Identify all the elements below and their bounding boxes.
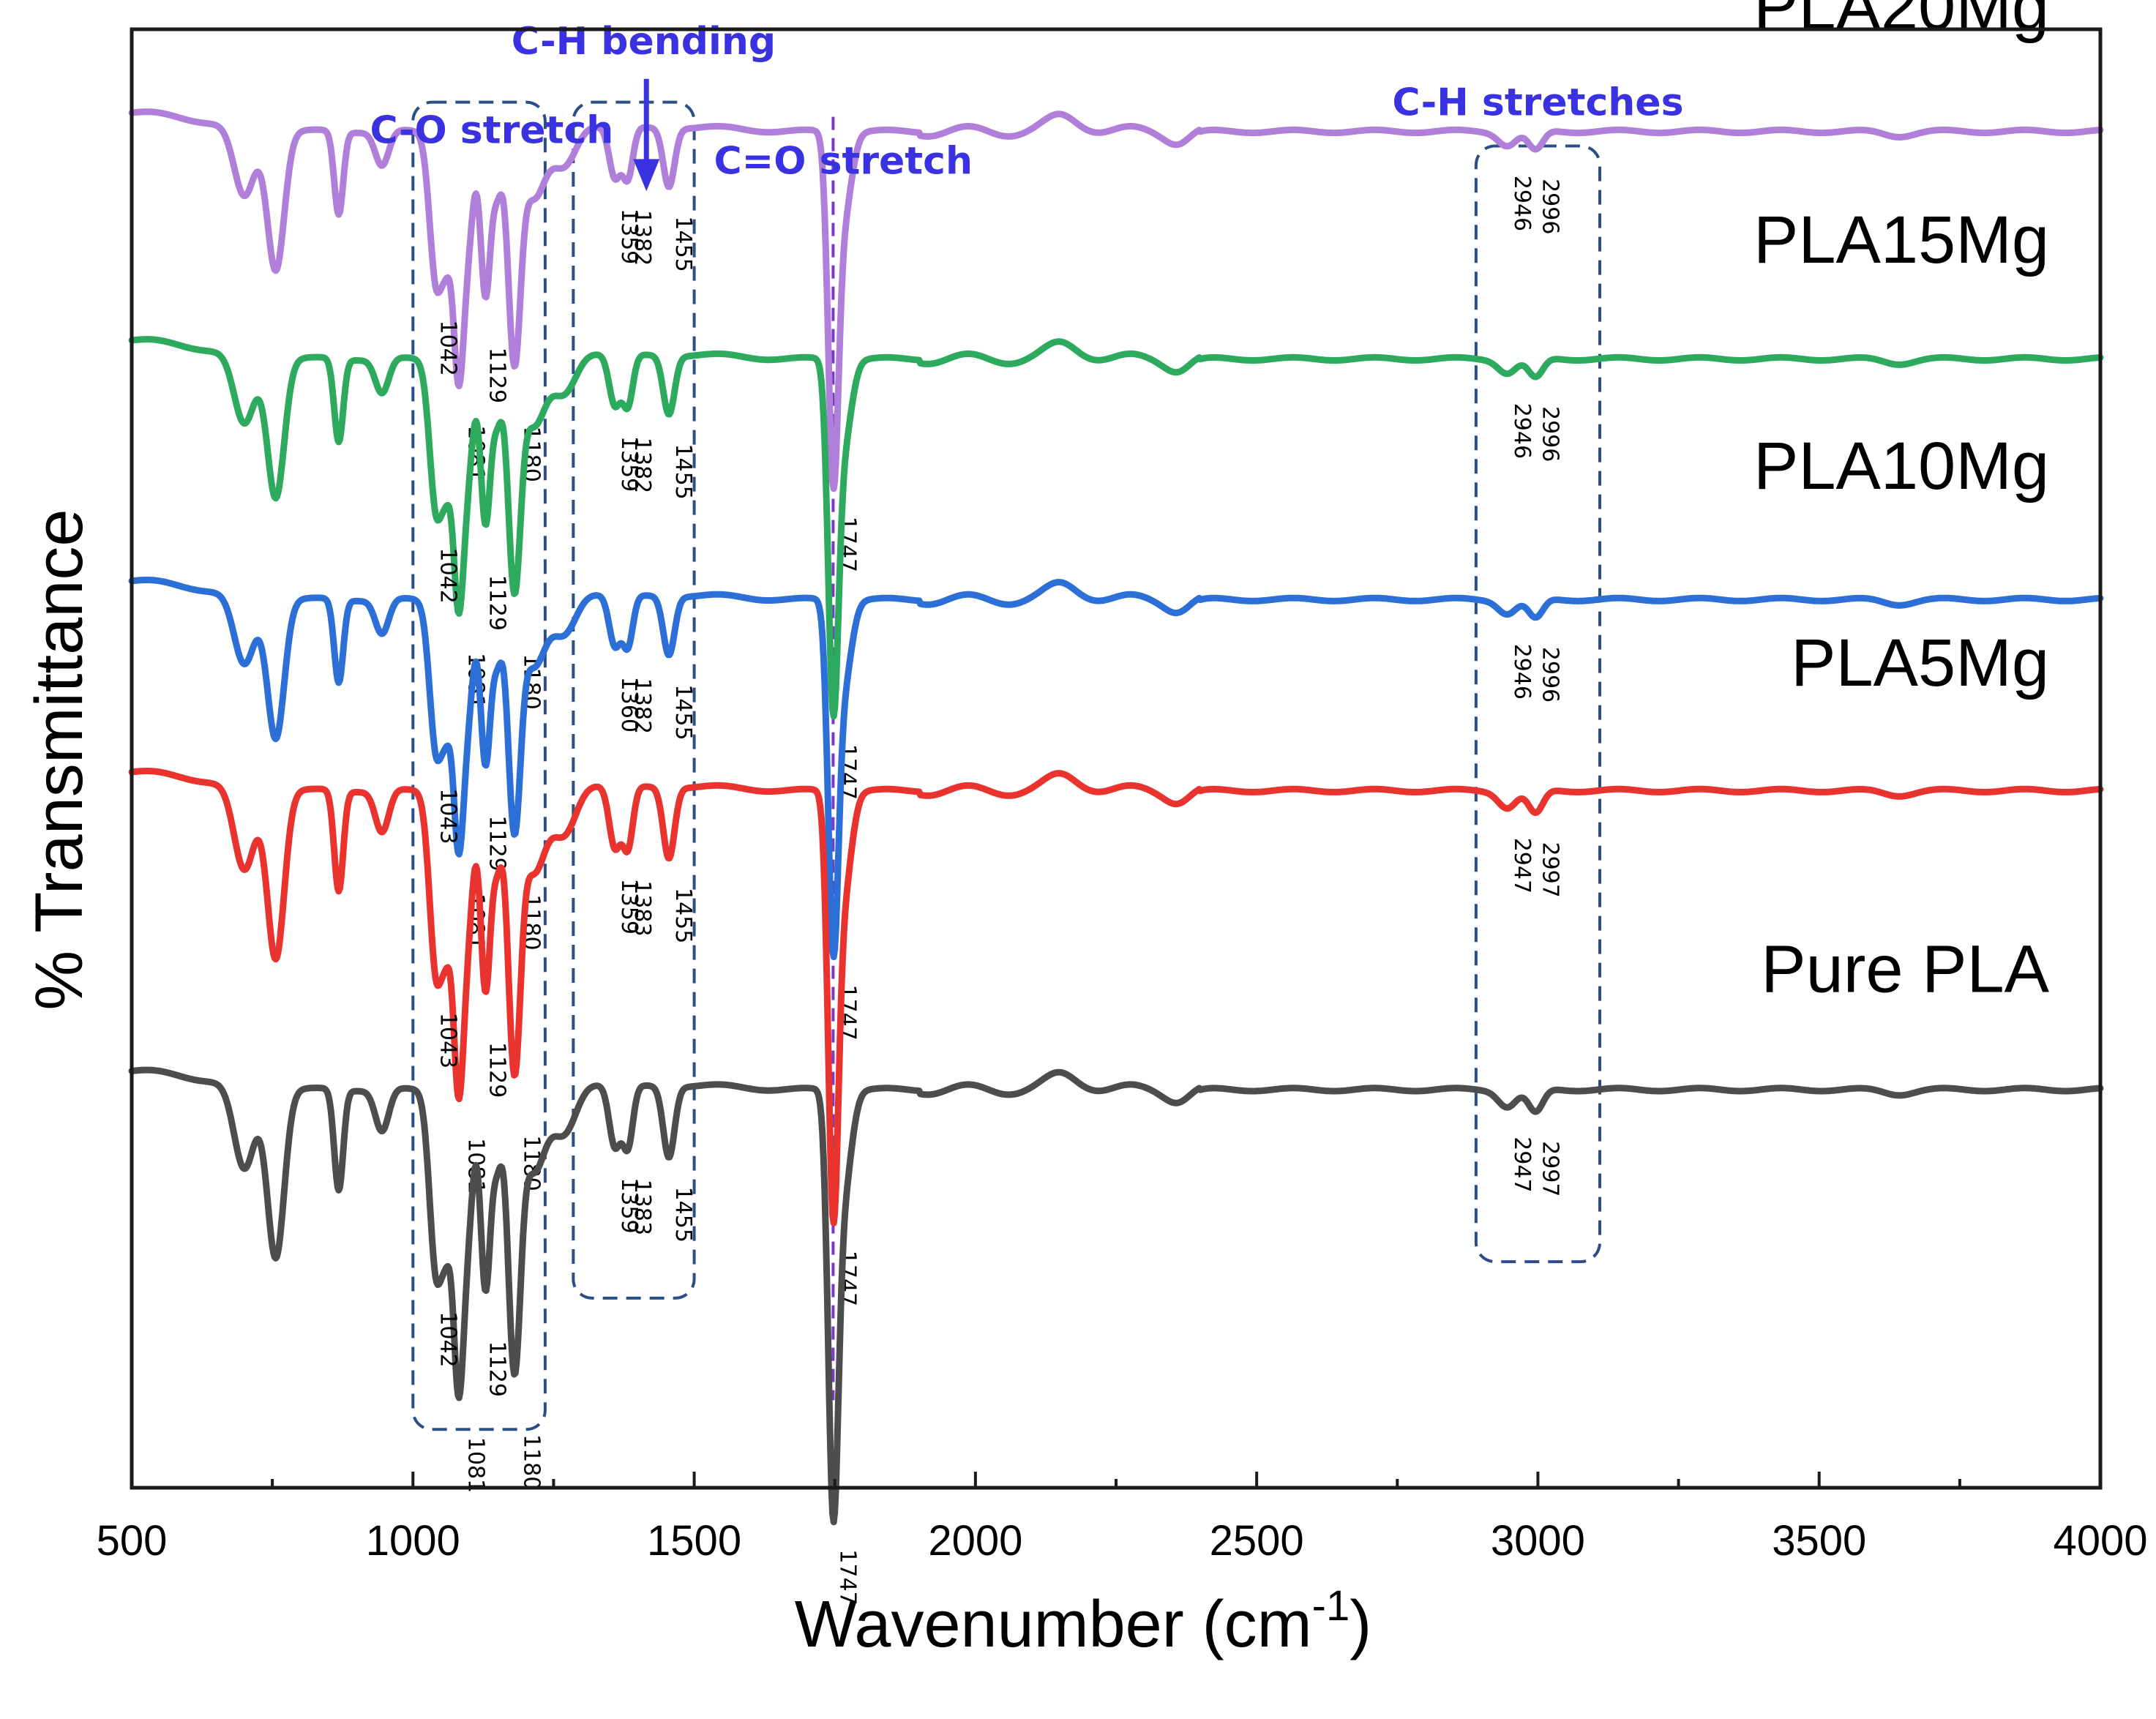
peak-label: 2996: [1537, 179, 1562, 234]
series-label: PLA15Mg: [1753, 203, 2049, 277]
annotation-c-o-stretch: C=O stretch: [714, 139, 973, 183]
series-line-pure-pla: [128, 1066, 2104, 1526]
ch-bending-arrow-head: [633, 159, 660, 192]
peak-label: 1455: [670, 216, 696, 271]
peak-label: 2997: [1537, 1141, 1562, 1196]
peak-label: 1359: [616, 436, 642, 492]
peak-label: 1129: [484, 815, 509, 871]
peak-label: 1042: [435, 547, 461, 603]
x-tick-label: 4000: [2053, 1517, 2147, 1565]
x-axis-title: Wavenumber (cm-1): [795, 1582, 1371, 1661]
peak-label: 1747: [834, 1549, 860, 1605]
peak-label: 1359: [616, 209, 642, 264]
peak-label: 1455: [670, 443, 696, 499]
co-stretch-box: [411, 100, 547, 1431]
series-label: Pure PLA: [1761, 932, 2049, 1006]
peak-label: 1455: [670, 888, 696, 943]
peak-label: 1129: [484, 348, 509, 403]
x-tick-label: 1500: [647, 1517, 741, 1565]
peak-label: 1360: [616, 677, 642, 733]
annotation-c-o-stretch: C-O stretch: [370, 108, 614, 152]
annotation-c-h-bending: C-H bending: [512, 20, 776, 64]
series-label: PLA20Mg: [1753, 0, 2049, 44]
y-axis-title: % Transmittance: [22, 509, 97, 1010]
peak-label: 2947: [1509, 838, 1535, 894]
peak-label: 1043: [435, 788, 461, 844]
series-line-pla10mg: [128, 577, 2104, 961]
x-tick-label: 1000: [366, 1517, 460, 1565]
peak-label: 1081: [463, 1437, 489, 1493]
peak-label: 1043: [435, 1013, 461, 1068]
peak-label: 1455: [670, 684, 696, 740]
ch-bending-box: [572, 100, 696, 1300]
peak-label: 1042: [435, 321, 461, 376]
x-tick-label: 3000: [1491, 1517, 1585, 1565]
x-tick-label: 2000: [928, 1517, 1022, 1565]
x-tick-label: 500: [97, 1517, 168, 1565]
peak-label: 1382: [629, 210, 655, 266]
peak-label: 2946: [1509, 403, 1535, 459]
peak-label: 1129: [484, 575, 509, 631]
peak-label: 1129: [484, 1042, 509, 1098]
x-tick-label: 2500: [1210, 1517, 1304, 1565]
peak-label: 2946: [1509, 176, 1535, 231]
series-label: PLA10Mg: [1753, 429, 2049, 503]
x-axis-ticks: 500 1000 1500 2000 2500 3000 3500 4000: [97, 1472, 2148, 1565]
peak-label: 2996: [1537, 647, 1562, 703]
peak-label: 2996: [1537, 406, 1562, 462]
peak-label: 2946: [1509, 644, 1535, 700]
series-line-pla15mg: [128, 336, 2104, 720]
series-line-pla5mg: [128, 768, 2104, 1226]
peak-label: 1129: [484, 1341, 509, 1397]
peak-label: 1042: [435, 1311, 461, 1367]
x-tick-label: 3500: [1772, 1517, 1866, 1565]
peak-label: 1180: [519, 1434, 544, 1490]
series-label: PLA5Mg: [1791, 626, 2049, 700]
peak-label: 1359: [616, 879, 642, 935]
peak-label: 2997: [1537, 842, 1562, 898]
peak-label: 1383: [629, 1180, 655, 1235]
ch-stretches-box: [1474, 144, 1601, 1264]
annotation-c-h-stretches: C-H stretches: [1392, 81, 1683, 125]
peak-label: 1455: [670, 1187, 696, 1243]
peak-label: 1382: [629, 438, 655, 493]
peak-label: 1359: [616, 1177, 642, 1233]
peak-label: 2947: [1509, 1136, 1535, 1192]
peak-label: 1382: [629, 678, 655, 734]
axes: 500 1000 1500 2000 2500 3000 3500 4000 Wavenumb…: [22, 27, 2148, 1661]
peak-label: 1383: [629, 880, 655, 936]
series-line-pla20mg: [128, 108, 2104, 493]
